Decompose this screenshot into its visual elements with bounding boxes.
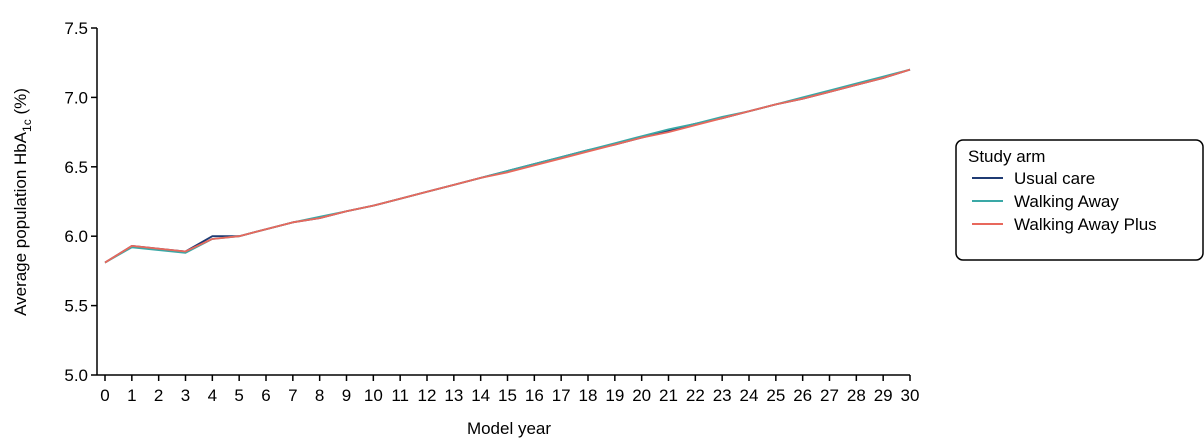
x-tick-label: 11 [391,386,409,405]
x-tick-label: 27 [820,386,839,405]
y-axis-title-main: Average population HbA [11,131,30,316]
legend-items: Usual care Walking Away Walking Away Plus [972,169,1157,234]
legend-box [955,139,1204,261]
x-axis-title: Model year [467,419,551,438]
x-tick-label: 12 [418,386,437,405]
y-tick-label: 5.0 [64,366,88,385]
series-line-usual-care [104,68,911,264]
x-tick-label: 10 [364,386,383,405]
legend: Study arm Usual care Walking Away Walking … [955,139,1204,261]
x-tick-label: 5 [234,386,243,405]
x-tick-label: 17 [552,386,571,405]
x-tick-label: 23 [713,386,732,405]
series-line-walking-away [104,68,911,264]
x-tick-label: 3 [181,386,190,405]
x-tick-label: 4 [208,386,217,405]
y-axis-title-suffix: (%) [11,88,30,119]
x-tick-label: 16 [525,386,544,405]
x-tick-label: 19 [605,386,624,405]
y-tick-label: 6.5 [64,158,88,177]
legend-label-usual-care: Usual care [1014,169,1095,188]
x-tick-label: 8 [315,386,324,405]
y-tick-label: 7.0 [64,88,88,107]
x-axis-ticks: 0 1 2 3 4 5 6 7 8 9 10 11 12 13 14 15 16 17 18 19 20 21 22 23 24… [100,375,919,405]
y-axis-ticks: 5.0 5.5 6.0 6.5 7.0 7.5 [64,19,97,385]
x-tick-label: 30 [901,386,920,405]
legend-label-walking-away-plus: Walking Away Plus [1014,215,1157,234]
x-tick-label: 13 [444,386,463,405]
x-tick-label: 15 [498,386,517,405]
x-tick-label: 20 [632,386,651,405]
x-tick-label: 2 [154,386,163,405]
x-tick-label: 14 [471,386,490,405]
x-tick-label: 29 [874,386,893,405]
x-tick-label: 28 [847,386,866,405]
x-tick-label: 25 [766,386,785,405]
x-tick-label: 0 [100,386,109,405]
y-tick-label: 7.5 [64,19,88,38]
series-line-walking-away-plus [104,68,911,264]
x-tick-label: 6 [261,386,270,405]
x-tick-label: 26 [793,386,812,405]
y-axis-title-subscript: 1c [20,119,34,132]
x-tick-label: 7 [288,386,297,405]
series-lines [104,68,911,264]
legend-label-walking-away: Walking Away [1014,192,1119,211]
x-tick-label: 1 [127,386,136,405]
x-tick-label: 18 [579,386,598,405]
y-tick-label: 6.0 [64,227,88,246]
y-tick-label: 5.5 [64,297,88,316]
y-axis-title: Average population HbA1c (%) [11,88,34,316]
x-tick-label: 9 [342,386,351,405]
axes: 5.05.56.06.57.07.5 0 1 2 3 4 5 6 7 8 9 10 11 12 13 14 1… [64,19,919,405]
legend-title: Study arm [968,147,1045,166]
x-tick-label: 21 [659,386,678,405]
x-tick-label: 22 [686,386,705,405]
x-tick-label: 24 [740,386,759,405]
